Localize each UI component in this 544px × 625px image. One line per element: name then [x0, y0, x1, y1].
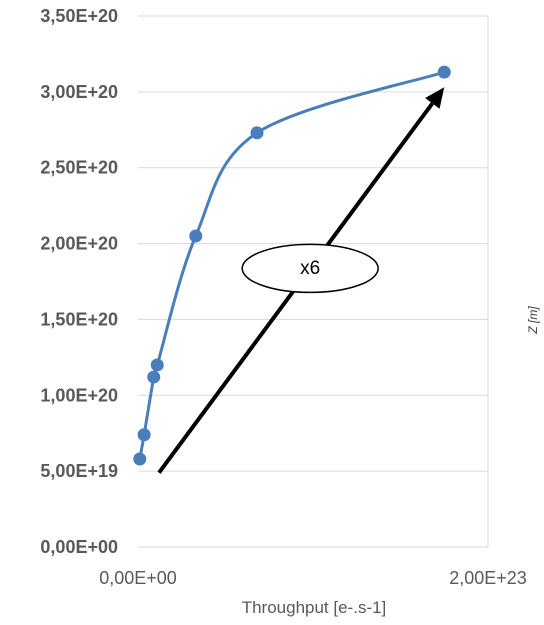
annotation-ellipse	[241, 243, 379, 294]
data-point	[150, 358, 164, 372]
data-point	[437, 65, 451, 79]
data-point	[133, 452, 147, 466]
x-tick-labels: 0,00E+00 2,00E+23	[99, 568, 527, 588]
data-point	[137, 428, 151, 442]
y-tick-label: 3,50E+20	[40, 6, 118, 26]
y-tick-label: 0,00E+00	[40, 537, 118, 557]
data-points	[133, 65, 451, 466]
x-axis-label: Throughput [e-.s-1]	[242, 598, 387, 617]
y-tick-label: 3,00E+20	[40, 82, 118, 102]
data-point	[250, 126, 264, 140]
y-tick-labels: 0,00E+00 5,00E+19 1,00E+20 1,50E+20 2,00E+20…	[40, 6, 118, 557]
x-tick-label: 0,00E+00	[99, 568, 177, 588]
y-tick-label: 5,00E+19	[40, 461, 118, 481]
annotation-arrowhead	[425, 87, 445, 109]
y-tick-label: 1,50E+20	[40, 309, 118, 329]
y-tick-label: 2,50E+20	[40, 158, 118, 178]
y-axis-label: Z [m]	[526, 306, 540, 335]
annotation: x6	[157, 87, 445, 474]
y-tick-label: 2,00E+20	[40, 234, 118, 254]
y-tick-label: 1,00E+20	[40, 385, 118, 405]
data-point	[147, 370, 161, 384]
annotation-label: x6	[300, 258, 320, 279]
gridlines	[138, 15, 489, 548]
data-point	[189, 229, 203, 243]
series-line	[138, 70, 445, 460]
x-tick-label: 2,00E+23	[449, 568, 527, 588]
